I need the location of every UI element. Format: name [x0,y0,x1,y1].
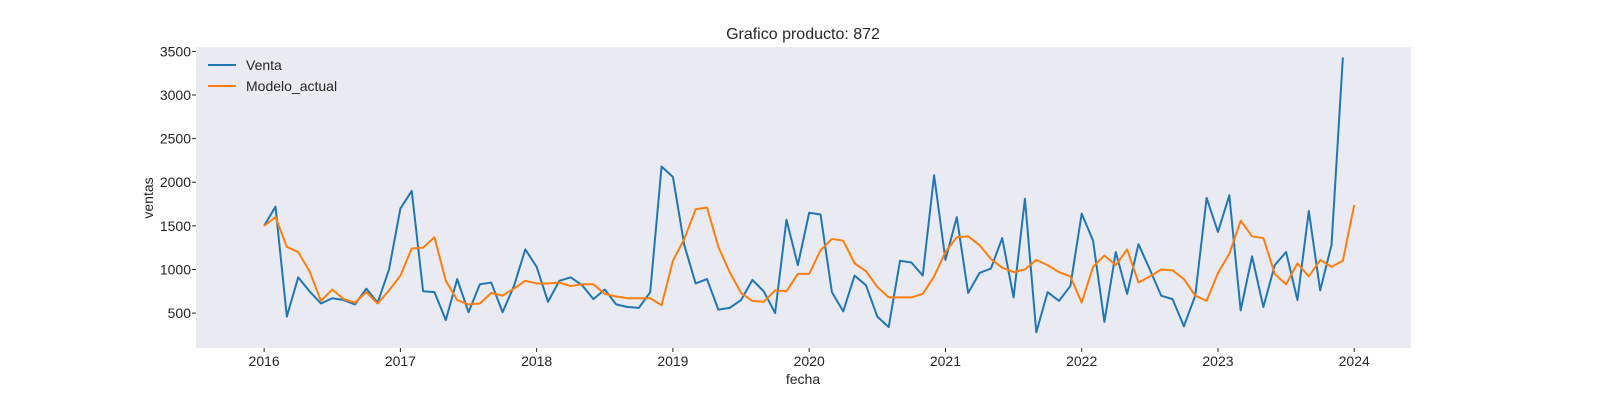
y-tick-label: 3000 [160,87,191,103]
y-tick-label: 1000 [160,261,191,277]
x-tick-label: 2017 [385,353,416,369]
chart-title: Grafico producto: 872 [726,26,880,43]
x-tick-label: 2016 [249,353,280,369]
x-axis-label: fecha [786,371,820,387]
legend-label-modelo-actual: Modelo_actual [246,78,337,94]
x-tick-label: 2022 [1066,353,1097,369]
y-tick-label: 2500 [160,131,191,147]
series-line-venta [263,57,1344,334]
y-tick-label: 2000 [160,174,191,190]
x-tick-label: 2023 [1202,353,1233,369]
y-axis: 500 1000 1500 2000 2500 3000 3500 [160,43,196,321]
series-line-modelo-actual [263,204,1356,307]
x-tick-label: 2024 [1339,353,1370,369]
y-tick-label: 3500 [160,43,191,59]
y-tick-label: 1500 [160,218,191,234]
x-tick-label: 2021 [930,353,961,369]
x-axis: 2016 2017 2018 2019 2020 2021 2022 2023 2024 [249,348,1370,369]
legend: Venta Modelo_actual [208,57,337,94]
x-tick-label: 2019 [657,353,688,369]
legend-label-venta: Venta [246,57,282,73]
y-axis-label: ventas [140,177,156,218]
series-layer [263,57,1356,334]
x-tick-label: 2020 [794,353,825,369]
x-tick-label: 2018 [521,353,552,369]
y-tick-label: 500 [168,305,192,321]
